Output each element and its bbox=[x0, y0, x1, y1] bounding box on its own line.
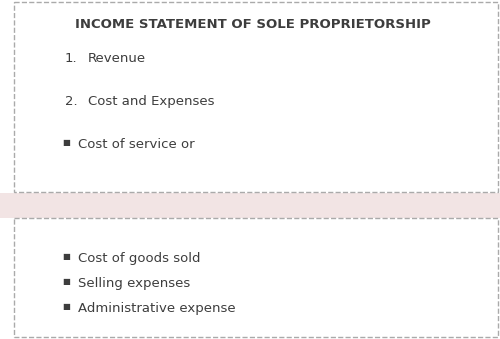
Bar bbox=[0, 193, 500, 218]
Text: ■: ■ bbox=[62, 277, 70, 286]
Bar bbox=[14, 2, 498, 192]
Text: ■: ■ bbox=[62, 302, 70, 311]
Text: Selling expenses: Selling expenses bbox=[78, 277, 190, 290]
Text: Cost of service or: Cost of service or bbox=[78, 138, 194, 151]
Text: ■: ■ bbox=[62, 252, 70, 261]
Text: 2.: 2. bbox=[65, 95, 78, 108]
Text: INCOME STATEMENT OF SOLE PROPRIETORSHIP: INCOME STATEMENT OF SOLE PROPRIETORSHIP bbox=[75, 18, 431, 31]
Text: Revenue: Revenue bbox=[88, 52, 146, 65]
Text: 1.: 1. bbox=[65, 52, 78, 65]
Text: Cost of goods sold: Cost of goods sold bbox=[78, 252, 200, 265]
Bar bbox=[14, 218, 498, 337]
Text: Administrative expense: Administrative expense bbox=[78, 302, 235, 315]
Text: Cost and Expenses: Cost and Expenses bbox=[88, 95, 214, 108]
Text: ■: ■ bbox=[62, 138, 70, 147]
